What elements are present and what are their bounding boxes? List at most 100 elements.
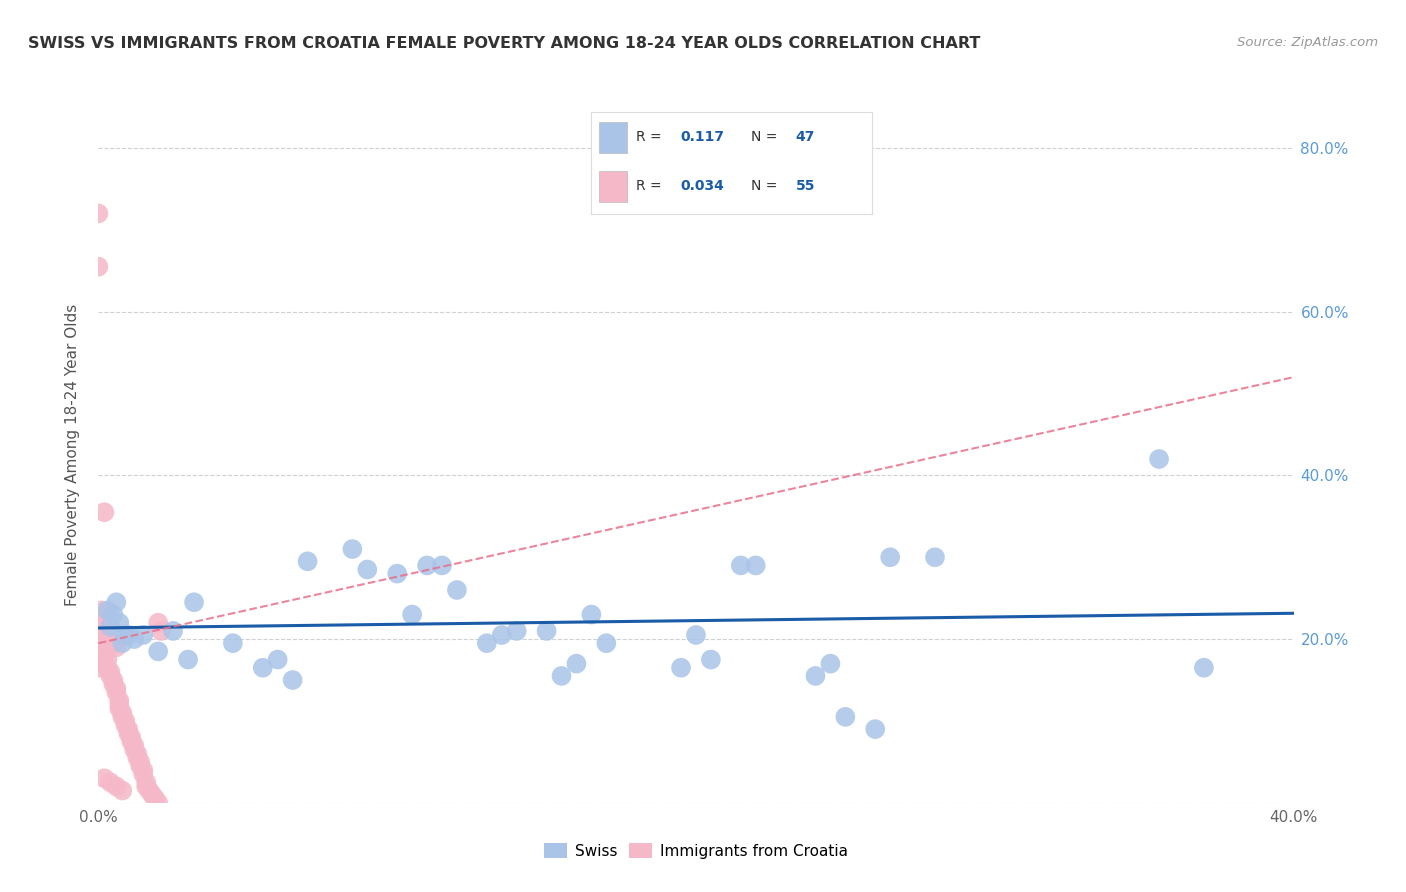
Point: [150, 624, 173, 638]
Text: 0.034: 0.034: [681, 179, 724, 194]
Point: [281, 673, 304, 687]
Point: [685, 628, 707, 642]
Point: [105, 685, 128, 699]
Point: [141, 788, 163, 802]
Point: [93, 771, 115, 785]
Point: [446, 582, 468, 597]
Point: [108, 693, 131, 707]
Point: [143, 791, 166, 805]
Point: [865, 722, 887, 736]
Point: [700, 652, 723, 666]
Text: 0.117: 0.117: [681, 130, 724, 145]
FancyBboxPatch shape: [599, 171, 627, 202]
Point: [183, 595, 205, 609]
Point: [222, 636, 245, 650]
Point: [117, 726, 139, 740]
Point: [730, 558, 752, 573]
Point: [90, 612, 112, 626]
Text: 55: 55: [796, 179, 815, 194]
Text: R =: R =: [636, 130, 665, 145]
Y-axis label: Female Poverty Among 18-24 Year Olds: Female Poverty Among 18-24 Year Olds: [65, 304, 80, 606]
Point: [96, 652, 118, 666]
Point: [879, 550, 901, 565]
Point: [120, 734, 142, 748]
Point: [416, 558, 439, 573]
Point: [111, 783, 134, 797]
Text: Source: ZipAtlas.com: Source: ZipAtlas.com: [1237, 36, 1378, 49]
Point: [550, 669, 572, 683]
Point: [124, 739, 146, 753]
Point: [114, 714, 136, 728]
Point: [98, 665, 122, 679]
Point: [96, 661, 118, 675]
Point: [103, 677, 125, 691]
Point: [162, 624, 184, 638]
Point: [96, 603, 118, 617]
Point: [129, 755, 152, 769]
Point: [177, 652, 200, 666]
Point: [108, 615, 131, 630]
Point: [267, 652, 290, 666]
Point: [108, 698, 131, 712]
Text: N =: N =: [751, 130, 782, 145]
Legend: Swiss, Immigrants from Croatia: Swiss, Immigrants from Croatia: [538, 837, 853, 864]
Point: [506, 624, 529, 638]
Point: [90, 657, 112, 671]
Point: [148, 796, 170, 810]
Point: [135, 775, 157, 789]
Point: [124, 742, 146, 756]
FancyBboxPatch shape: [599, 122, 627, 153]
Point: [124, 632, 146, 646]
Point: [401, 607, 423, 622]
Point: [90, 628, 112, 642]
Point: [105, 681, 128, 696]
Point: [111, 706, 134, 720]
Text: 47: 47: [796, 130, 815, 145]
Point: [96, 644, 118, 658]
Point: [117, 628, 139, 642]
Point: [111, 636, 134, 650]
Point: [536, 624, 558, 638]
Point: [90, 620, 112, 634]
Point: [342, 542, 364, 557]
Point: [132, 767, 155, 781]
Point: [135, 780, 157, 794]
Point: [127, 751, 149, 765]
Point: [252, 661, 274, 675]
Point: [111, 710, 134, 724]
Point: [87, 661, 110, 675]
Point: [491, 628, 513, 642]
Point: [132, 628, 155, 642]
Point: [105, 595, 128, 609]
Point: [924, 550, 946, 565]
Point: [475, 636, 498, 650]
Point: [565, 657, 588, 671]
Point: [103, 636, 125, 650]
Point: [1147, 452, 1170, 467]
Point: [90, 644, 112, 658]
Point: [93, 505, 115, 519]
Point: [98, 669, 122, 683]
Point: [745, 558, 768, 573]
Point: [105, 640, 128, 655]
Point: [98, 775, 122, 789]
Point: [148, 644, 170, 658]
Point: [90, 603, 112, 617]
Point: [98, 620, 122, 634]
Point: [138, 783, 160, 797]
Point: [669, 661, 692, 675]
Point: [132, 763, 155, 777]
Point: [581, 607, 603, 622]
Point: [114, 718, 136, 732]
Point: [356, 562, 378, 576]
Point: [108, 701, 131, 715]
Point: [127, 747, 149, 761]
Point: [430, 558, 453, 573]
Point: [103, 673, 125, 687]
Point: [103, 607, 125, 622]
Text: N =: N =: [751, 179, 782, 194]
Text: SWISS VS IMMIGRANTS FROM CROATIA FEMALE POVERTY AMONG 18-24 YEAR OLDS CORRELATIO: SWISS VS IMMIGRANTS FROM CROATIA FEMALE …: [28, 36, 980, 51]
Point: [385, 566, 409, 581]
Point: [834, 710, 856, 724]
Point: [595, 636, 617, 650]
